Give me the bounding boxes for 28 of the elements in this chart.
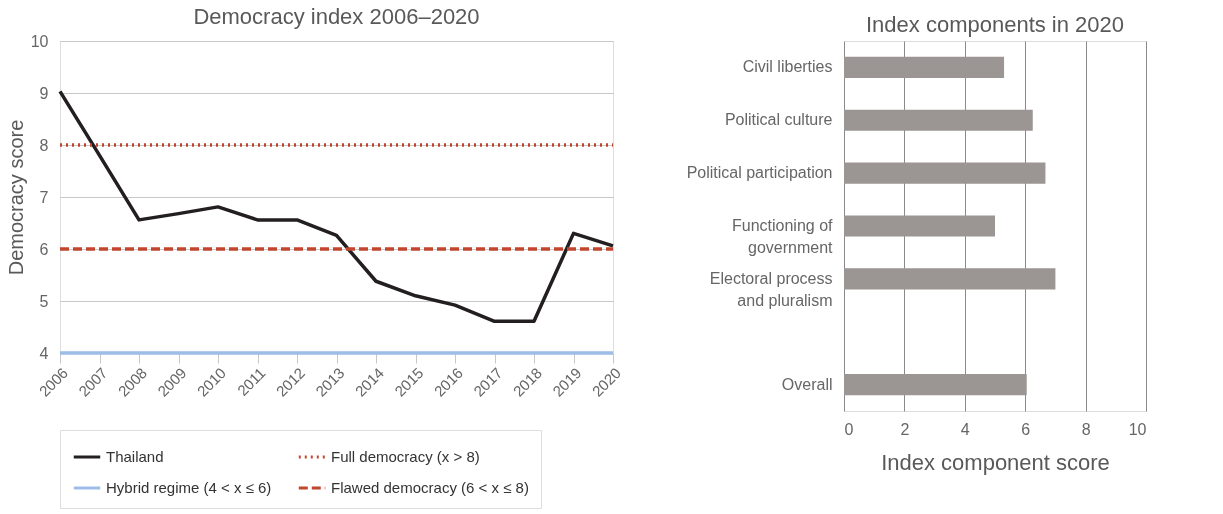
x-axis-title: Index component score [881, 449, 1110, 475]
chart-title: Democracy index 2006–2020 [193, 4, 480, 29]
y-tick-label: 8 [39, 136, 49, 154]
y-tick-label: Political culture [724, 111, 833, 129]
x-tick-label: 0 [844, 420, 854, 438]
x-tick-label: 6 [1021, 420, 1031, 438]
x-tick-label: 2 [900, 420, 910, 438]
y-tick-label: Political participation [686, 164, 833, 182]
y-tick-label: Civil liberties [742, 58, 833, 76]
x-tick-label: 10 [1128, 420, 1147, 438]
y-tick-label: 7 [39, 188, 49, 206]
legend-label: Flawed democracy (6 < x ≤ 8) [331, 479, 529, 496]
y-tick-label: 6 [39, 240, 49, 258]
y-axis-title: Democracy score [4, 119, 27, 276]
y-tick-label: Overall [781, 375, 833, 393]
y-tick-label: Functioning of government [731, 217, 834, 256]
y-tick-label: 9 [39, 84, 49, 102]
line-series [58, 89, 615, 324]
y-tick-label: 5 [39, 292, 49, 310]
x-tick-label: 4 [960, 420, 970, 438]
x-tick-label: 8 [1081, 420, 1091, 438]
legend-label: Full democracy (x > 8) [331, 448, 480, 465]
chart-title: Index components in 2020 [865, 12, 1125, 37]
legend-label: Thailand [106, 448, 164, 465]
y-tick-label: 4 [39, 344, 49, 362]
y-tick-label: 10 [30, 32, 49, 50]
y-tick-label: Electoral process and pluralism [709, 269, 833, 309]
legend-label: Hybrid regime (4 < x ≤ 6) [106, 479, 272, 496]
